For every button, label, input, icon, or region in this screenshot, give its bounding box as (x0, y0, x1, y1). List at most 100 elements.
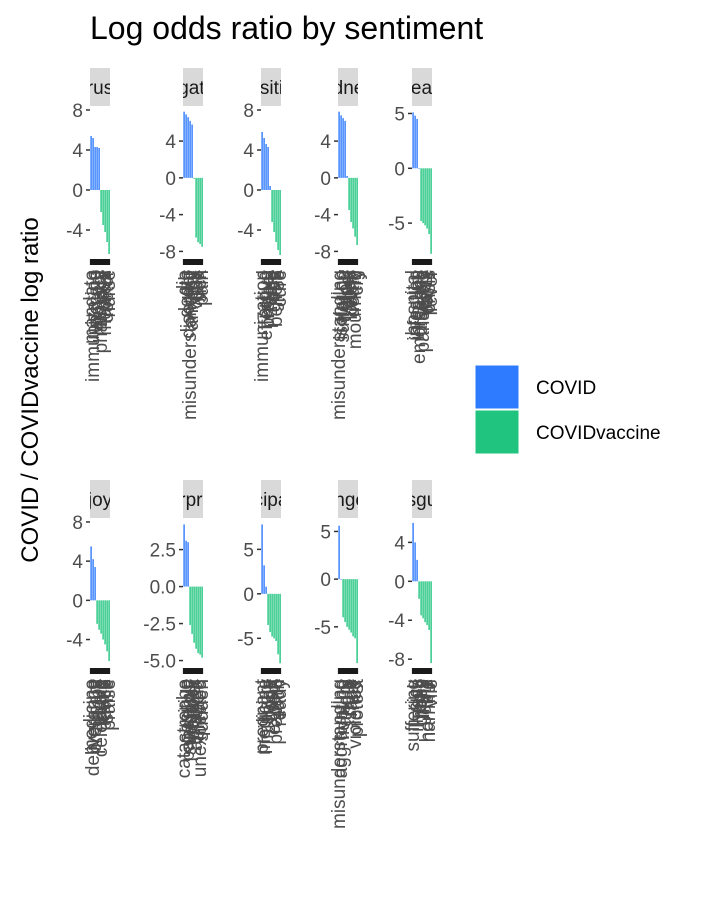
x-tick-label: proud (254, 270, 275, 319)
legend-label-covid: COVID (536, 378, 596, 399)
facet-strip (261, 480, 281, 518)
bar-mad (348, 579, 350, 630)
facet-strip (412, 480, 432, 518)
x-tick-label: happy (87, 679, 108, 731)
x-tick-label: benefit (266, 269, 287, 327)
bar-praise (108, 600, 110, 662)
y-tick-label: 4 (320, 132, 331, 153)
y-tick-label: -8 (388, 650, 405, 671)
y-tick-label: 4 (72, 552, 83, 573)
y-tick-label: -5.0 (143, 652, 176, 673)
x-tick-label: worry (415, 270, 436, 318)
facet-strip (261, 68, 281, 106)
x-tick-label: angry (335, 679, 356, 727)
y-tick-label: 0.0 (150, 578, 176, 599)
bar-harmful (428, 581, 430, 630)
bar-vaccine (94, 147, 96, 190)
bar-rage (350, 579, 352, 633)
y-tick-label: -8 (314, 242, 331, 263)
x-tick-label: praise (99, 679, 120, 731)
x-tick-label: hate (337, 679, 358, 716)
x-tick-label: die (174, 270, 195, 295)
facet-strip-label: anger (324, 490, 373, 511)
x-tick-label: dose (93, 270, 114, 311)
facet-strip-label: fear (406, 78, 439, 99)
bar-wait (271, 593, 273, 637)
bar-dirty (424, 581, 426, 623)
bar-effective (265, 144, 267, 190)
y-tick-label: 0 (320, 570, 331, 591)
bar-grief (346, 176, 348, 178)
bar-good (273, 190, 275, 232)
facet-strip-label: joy (87, 490, 113, 511)
facet-strip-label: sadness (313, 78, 384, 99)
bar-patient (96, 147, 98, 190)
x-tick-label: safe (260, 270, 281, 306)
x-tick-label: suffering (403, 679, 424, 752)
y-tick-label: 4 (165, 132, 176, 153)
bar-misunderstanding (189, 120, 191, 178)
y-tick-label: 4 (243, 141, 254, 162)
y-tick-label: 0 (72, 181, 83, 202)
bar-sick (199, 177, 201, 245)
bar-ready (279, 593, 281, 664)
facet-strip (412, 68, 432, 106)
x-tick-label: sudden (192, 679, 213, 741)
bar-doctor (106, 190, 108, 242)
facet-strip-label: positive (239, 78, 303, 99)
x-tick-label: doctor (97, 269, 118, 322)
x-tick-label: injection (407, 270, 428, 340)
x-tick-label: misunderstanding (329, 679, 350, 829)
bar-free (277, 190, 279, 250)
bar-hospital (412, 112, 414, 169)
bar-immunization (92, 138, 94, 190)
legend-key-covidvaccine (474, 409, 520, 455)
bar-cure (279, 190, 281, 255)
bar-plan (267, 593, 269, 625)
y-tick-label: 5 (394, 104, 405, 125)
bar-pregnant (94, 567, 96, 601)
x-tick-label: pregnant (85, 678, 106, 754)
bar-expect (273, 593, 275, 639)
x-tick-label: miracle (188, 679, 209, 740)
bar-prepare (275, 593, 277, 641)
x-tick-label: sick (405, 679, 426, 712)
y-tick-label: 4 (394, 533, 405, 554)
y-tick-label: 0 (165, 169, 176, 190)
bar-medical (104, 190, 106, 232)
x-tick-label: hope (262, 270, 283, 312)
bar-risk (193, 177, 195, 179)
y-tick-label: 8 (72, 513, 83, 534)
y-axis-label: COVID / COVIDvaccine log ratio (17, 217, 44, 562)
bar-ministry (98, 148, 100, 190)
x-tick-label: free (268, 270, 289, 303)
x-tick-label: pharmacy (91, 270, 112, 354)
bar-injection (416, 118, 418, 169)
x-tick-label: deliverance (83, 679, 104, 776)
y-tick-label: 0 (320, 169, 331, 190)
bar-suffering (412, 522, 414, 582)
y-tick-label: -5 (237, 629, 254, 650)
x-tick-label: death (343, 270, 364, 318)
x-tick-label: grief (337, 269, 358, 307)
bar-safe (269, 186, 271, 190)
bar-pain (201, 177, 203, 247)
x-tick-label: wait (262, 678, 283, 714)
x-tick-label: immunization (83, 270, 104, 382)
x-tick-label: suddenly (180, 679, 201, 756)
bar-aggravating (340, 579, 342, 580)
x-tick-label: fury (343, 679, 364, 711)
bar-emergency (418, 168, 420, 169)
x-tick-label: friend (93, 679, 114, 727)
bar-loss (348, 177, 350, 211)
bar-pharmacy (100, 190, 102, 212)
x-tick-label: cure (270, 270, 291, 307)
facet-strip-label: negative (157, 78, 229, 99)
x-tick-label: vaccine (85, 270, 106, 334)
x-tick-label: soon (268, 679, 289, 720)
bar-illness (416, 559, 418, 582)
x-tick-label: fever (421, 269, 442, 312)
y-tick-label: -5 (314, 618, 331, 639)
